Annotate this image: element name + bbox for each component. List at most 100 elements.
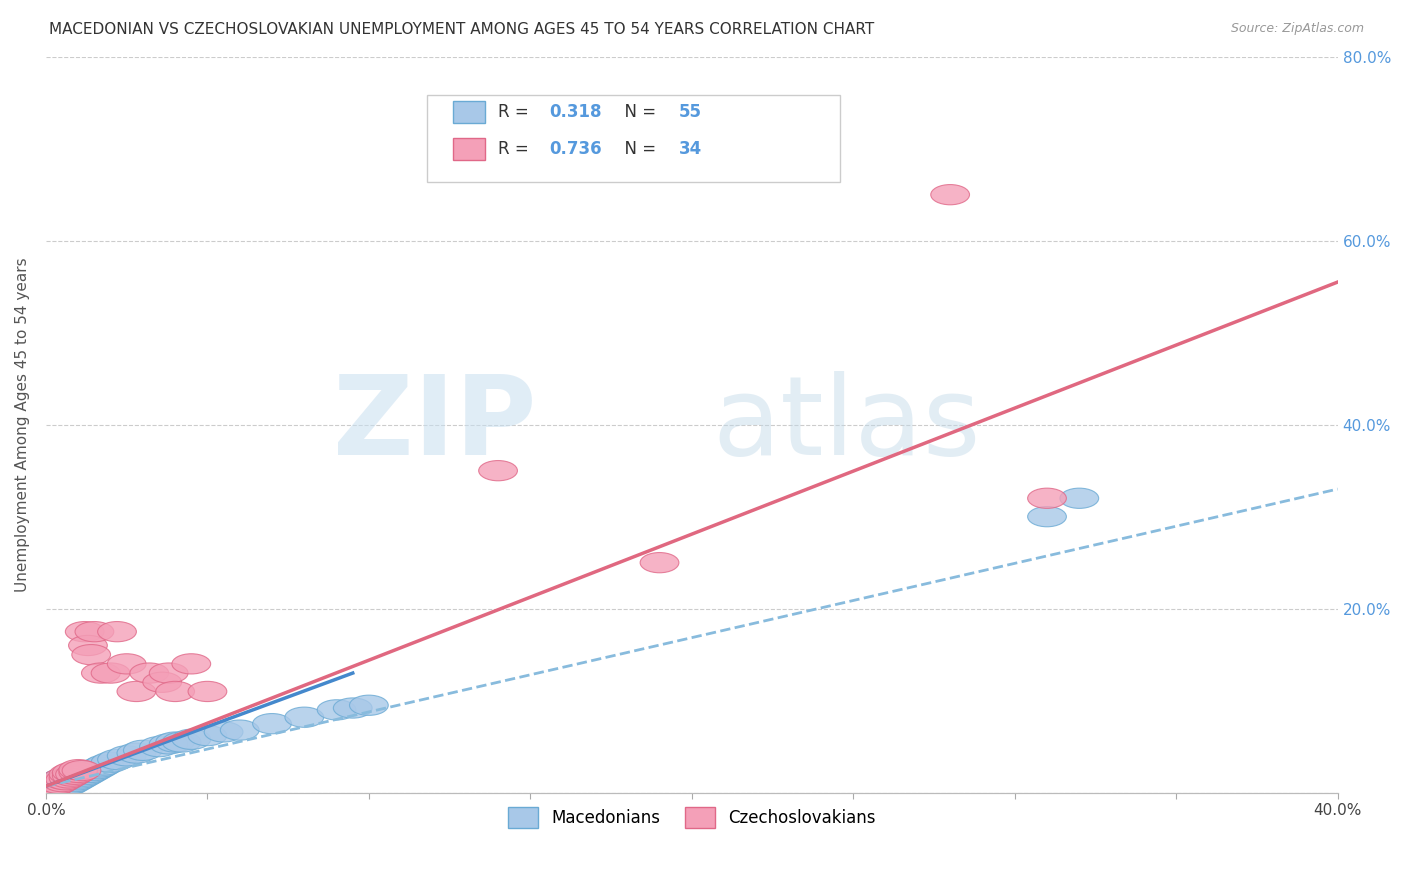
FancyBboxPatch shape	[427, 95, 841, 182]
Ellipse shape	[188, 681, 226, 702]
Ellipse shape	[333, 698, 373, 718]
Ellipse shape	[46, 776, 84, 797]
Text: ZIP: ZIP	[333, 371, 537, 478]
Ellipse shape	[52, 763, 91, 782]
Ellipse shape	[42, 769, 82, 789]
Text: atlas: atlas	[713, 371, 981, 478]
Ellipse shape	[59, 770, 97, 790]
Ellipse shape	[931, 185, 970, 205]
Ellipse shape	[52, 769, 91, 789]
Ellipse shape	[1060, 488, 1098, 508]
Ellipse shape	[149, 734, 188, 754]
Ellipse shape	[156, 681, 194, 702]
Ellipse shape	[49, 775, 89, 796]
Ellipse shape	[72, 645, 111, 665]
Legend: Macedonians, Czechoslovakians: Macedonians, Czechoslovakians	[499, 799, 884, 836]
Ellipse shape	[156, 732, 194, 752]
Ellipse shape	[124, 740, 162, 761]
Ellipse shape	[91, 752, 129, 772]
Ellipse shape	[59, 763, 97, 782]
Ellipse shape	[52, 773, 91, 794]
Ellipse shape	[30, 775, 69, 796]
Ellipse shape	[478, 460, 517, 481]
Ellipse shape	[318, 699, 356, 720]
Ellipse shape	[69, 764, 107, 784]
Ellipse shape	[34, 773, 72, 794]
Ellipse shape	[172, 729, 211, 749]
Ellipse shape	[82, 663, 121, 683]
Ellipse shape	[34, 778, 72, 798]
Ellipse shape	[91, 663, 129, 683]
Ellipse shape	[65, 622, 104, 641]
Ellipse shape	[52, 764, 91, 784]
Ellipse shape	[42, 778, 82, 798]
FancyBboxPatch shape	[453, 101, 485, 123]
Ellipse shape	[143, 673, 181, 692]
Ellipse shape	[37, 779, 75, 799]
Ellipse shape	[49, 768, 89, 788]
Text: R =: R =	[498, 103, 534, 121]
Ellipse shape	[204, 722, 243, 742]
Ellipse shape	[72, 763, 111, 782]
Text: N =: N =	[614, 103, 662, 121]
Ellipse shape	[39, 774, 79, 795]
Ellipse shape	[172, 654, 211, 674]
Ellipse shape	[285, 707, 323, 727]
Text: 0.318: 0.318	[550, 103, 602, 121]
Ellipse shape	[82, 756, 121, 777]
Ellipse shape	[42, 769, 82, 789]
Text: N =: N =	[614, 140, 662, 158]
Ellipse shape	[37, 776, 75, 797]
Ellipse shape	[188, 725, 226, 746]
Ellipse shape	[39, 777, 79, 797]
Ellipse shape	[640, 552, 679, 573]
Ellipse shape	[65, 761, 104, 780]
Ellipse shape	[30, 780, 69, 800]
Ellipse shape	[107, 746, 146, 766]
Ellipse shape	[46, 770, 84, 790]
Ellipse shape	[59, 759, 97, 780]
Text: R =: R =	[498, 140, 534, 158]
Ellipse shape	[56, 772, 94, 792]
Ellipse shape	[34, 777, 72, 797]
Ellipse shape	[75, 622, 114, 641]
Text: 34: 34	[679, 140, 702, 158]
Ellipse shape	[52, 766, 91, 786]
Ellipse shape	[221, 720, 259, 740]
Ellipse shape	[69, 635, 107, 656]
Ellipse shape	[117, 743, 156, 764]
Ellipse shape	[37, 775, 75, 796]
Ellipse shape	[39, 771, 79, 791]
FancyBboxPatch shape	[453, 137, 485, 160]
Ellipse shape	[75, 761, 114, 780]
Ellipse shape	[62, 761, 101, 780]
Ellipse shape	[46, 772, 84, 793]
Ellipse shape	[97, 622, 136, 641]
Ellipse shape	[162, 732, 201, 752]
Ellipse shape	[65, 766, 104, 786]
Ellipse shape	[129, 663, 169, 683]
Text: 0.736: 0.736	[550, 140, 602, 158]
Ellipse shape	[56, 766, 94, 786]
Ellipse shape	[49, 771, 89, 791]
Ellipse shape	[107, 654, 146, 674]
Ellipse shape	[253, 714, 291, 734]
Ellipse shape	[62, 763, 101, 782]
Ellipse shape	[46, 768, 84, 788]
Ellipse shape	[30, 779, 69, 799]
Ellipse shape	[1028, 507, 1066, 527]
Ellipse shape	[117, 681, 156, 702]
Ellipse shape	[84, 755, 124, 775]
Ellipse shape	[49, 764, 89, 784]
Ellipse shape	[79, 758, 117, 779]
Ellipse shape	[59, 764, 97, 784]
Ellipse shape	[350, 695, 388, 715]
Ellipse shape	[42, 773, 82, 794]
Ellipse shape	[97, 749, 136, 770]
Text: Source: ZipAtlas.com: Source: ZipAtlas.com	[1230, 22, 1364, 36]
Ellipse shape	[39, 773, 79, 794]
Ellipse shape	[37, 772, 75, 792]
Y-axis label: Unemployment Among Ages 45 to 54 years: Unemployment Among Ages 45 to 54 years	[15, 258, 30, 592]
Ellipse shape	[62, 768, 101, 788]
Ellipse shape	[149, 663, 188, 683]
